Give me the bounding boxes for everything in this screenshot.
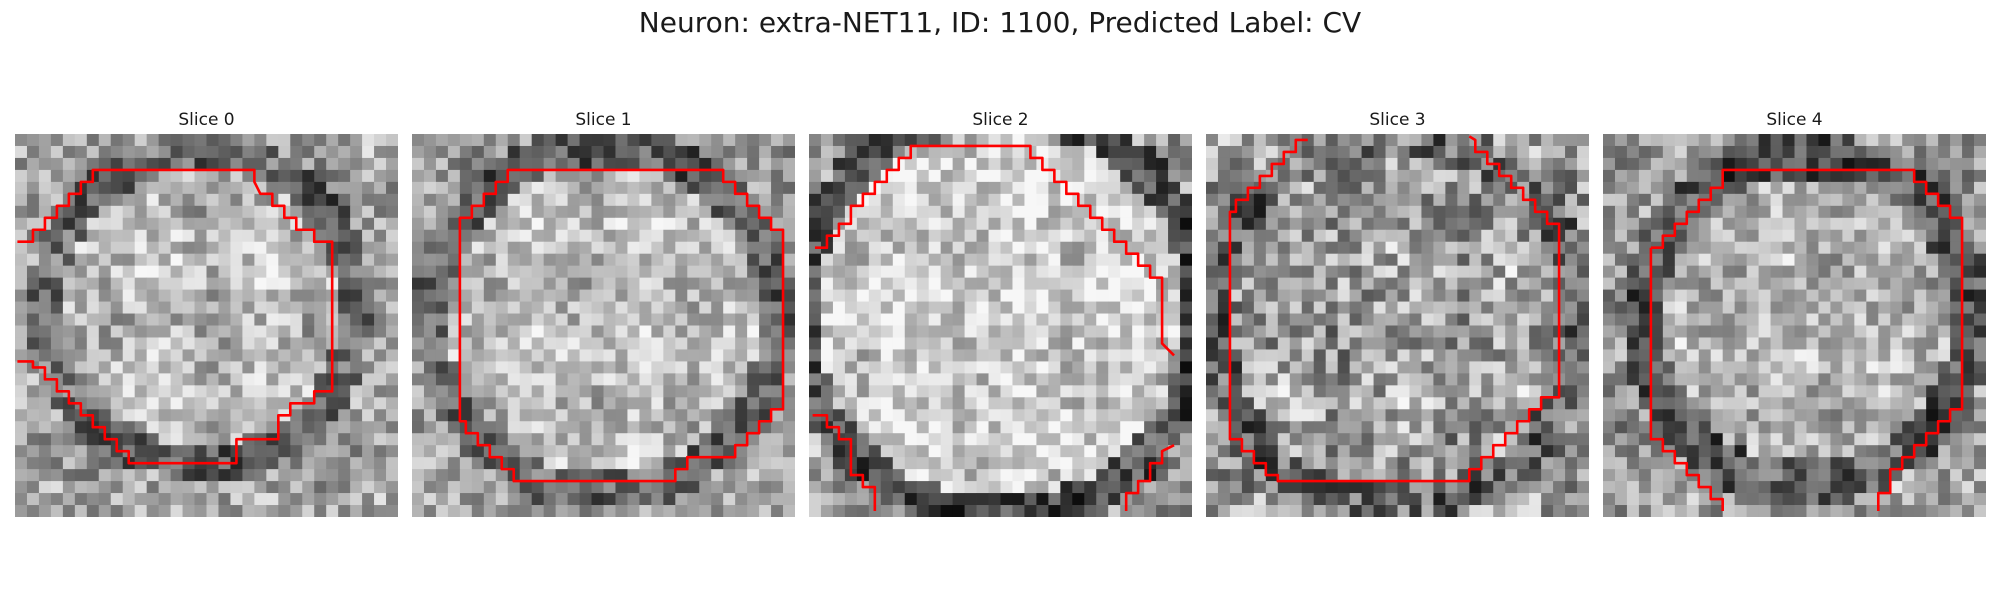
segmentation-contour bbox=[812, 413, 877, 512]
slice-title: Slice 3 bbox=[1369, 110, 1426, 130]
pixel-grid bbox=[1206, 134, 1589, 517]
slice-title: Slice 0 bbox=[178, 110, 235, 130]
segmentation-contour bbox=[17, 168, 334, 465]
slice-panel-0: Slice 0 bbox=[15, 106, 398, 517]
slice-panel-2: Slice 2 bbox=[809, 106, 1192, 517]
slice-image bbox=[15, 134, 398, 517]
slice-image bbox=[809, 134, 1192, 517]
pixel-grid bbox=[1603, 134, 1986, 517]
slice-panel-4: Slice 4 bbox=[1603, 106, 1986, 517]
slice-image bbox=[412, 134, 795, 517]
slice-panel-1: Slice 1 bbox=[412, 106, 795, 517]
segmentation-contour bbox=[1228, 135, 1561, 483]
segmentation-contour bbox=[814, 144, 1175, 357]
pixel-grid bbox=[15, 134, 398, 517]
segmentation-contour bbox=[1649, 247, 1724, 512]
pixel-grid bbox=[809, 134, 1192, 517]
segmentation-contour bbox=[1650, 168, 1964, 512]
slice-panel-3: Slice 3 bbox=[1206, 106, 1589, 517]
figure-title: Neuron: extra-NET11, ID: 1100, Predicted… bbox=[638, 6, 1362, 39]
slice-image bbox=[1206, 134, 1589, 517]
slice-title: Slice 2 bbox=[972, 110, 1029, 130]
slice-image bbox=[1603, 134, 1986, 517]
slice-title: Slice 1 bbox=[575, 110, 632, 130]
segmentation-contour bbox=[1124, 444, 1175, 512]
pixel-grid bbox=[412, 134, 795, 517]
slice-title: Slice 4 bbox=[1766, 110, 1823, 130]
segmentation-contour bbox=[458, 168, 785, 483]
